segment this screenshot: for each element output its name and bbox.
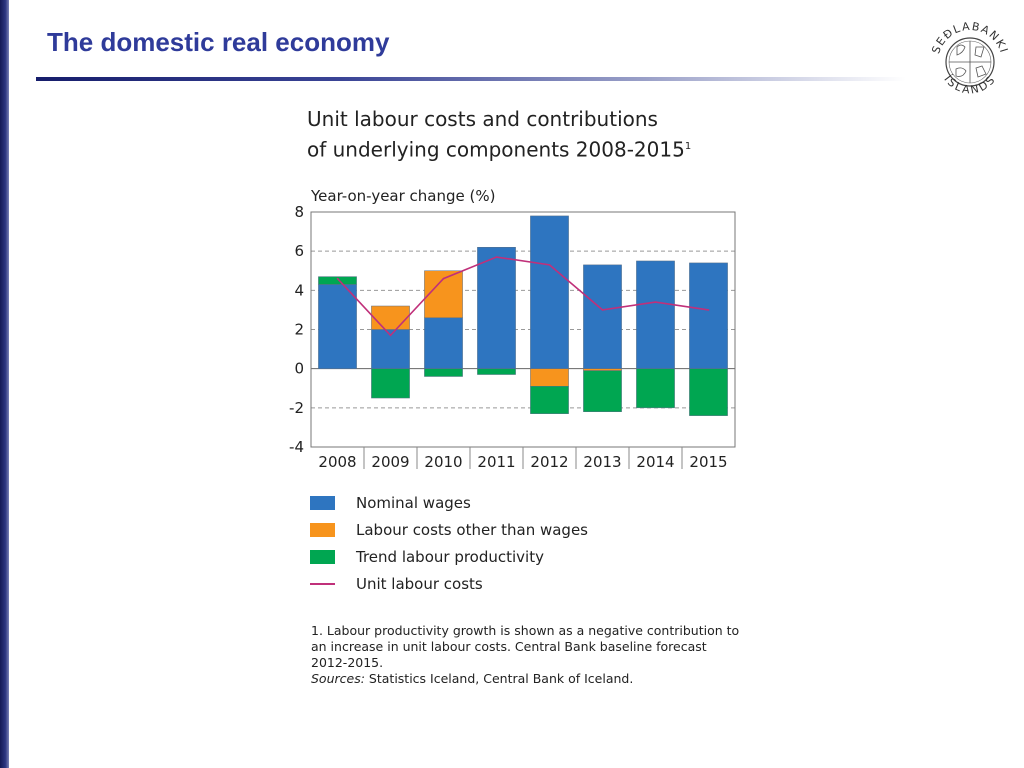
legend-item: Unit labour costs bbox=[310, 570, 588, 597]
plot-frame bbox=[310, 211, 736, 448]
chart-title-line2: of underlying components 2008-20151 bbox=[307, 133, 691, 164]
line-point bbox=[548, 264, 551, 266]
x-tick-label: 2012 bbox=[530, 453, 568, 471]
bar-trend-labour-productivity-2010 bbox=[424, 368, 463, 377]
legend-item: Labour costs other than wages bbox=[310, 516, 588, 543]
legend-label: Unit labour costs bbox=[356, 574, 483, 593]
bar-nominal-wages-2009 bbox=[371, 329, 410, 369]
bar-labour-costs-other-than-wages-2012 bbox=[530, 368, 569, 387]
bar-nominal-wages-2008 bbox=[318, 284, 357, 369]
bar-nominal-wages-2013 bbox=[583, 264, 622, 369]
unit-labour-costs-line bbox=[336, 256, 710, 337]
legend-swatch bbox=[310, 582, 335, 585]
x-tick-label: 2015 bbox=[689, 453, 727, 471]
bar-nominal-wages-2010 bbox=[424, 317, 463, 369]
y-tick-label: -4 bbox=[289, 438, 304, 456]
x-tick-label: 2011 bbox=[477, 453, 515, 471]
line-point bbox=[601, 309, 604, 311]
grid-lines bbox=[311, 250, 735, 409]
bar-trend-labour-productivity-2011 bbox=[477, 368, 516, 375]
legend-item: Nominal wages bbox=[310, 489, 588, 516]
footnote-note: 1. Labour productivity growth is shown a… bbox=[311, 623, 740, 670]
chart-title-line2-text: of underlying components 2008-2015 bbox=[307, 137, 685, 162]
chart-title: Unit labour costs and contributions of u… bbox=[307, 106, 691, 164]
x-tick-label: 2013 bbox=[583, 453, 621, 471]
bar-trend-labour-productivity-2012 bbox=[530, 386, 569, 414]
y-tick-label: 0 bbox=[294, 360, 304, 378]
legend-swatch bbox=[310, 549, 335, 564]
legend-swatch bbox=[310, 522, 335, 537]
line-point bbox=[654, 301, 657, 303]
bar-trend-labour-productivity-2009 bbox=[371, 368, 410, 399]
sources-text: Statistics Iceland, Central Bank of Icel… bbox=[368, 671, 634, 686]
line-unit-labour-costs bbox=[336, 256, 709, 337]
y-tick-label: 2 bbox=[294, 321, 304, 339]
line-point bbox=[389, 334, 392, 337]
y-tick-label: -2 bbox=[289, 399, 304, 417]
y-tick-label: 4 bbox=[294, 281, 304, 299]
footnote-sources: Sources: Statistics Iceland, Central Ban… bbox=[311, 671, 741, 687]
line-point bbox=[495, 256, 498, 258]
slide-title: The domestic real economy bbox=[47, 27, 390, 57]
y-axis-label: Year-on-year change (%) bbox=[310, 187, 495, 205]
x-tick-label: 2014 bbox=[636, 453, 674, 471]
bar-nominal-wages-2011 bbox=[477, 247, 516, 369]
legend-item: Trend labour productivity bbox=[310, 543, 588, 570]
chart-title-line1: Unit labour costs and contributions bbox=[307, 107, 658, 131]
legend: Nominal wages Labour costs other than wag… bbox=[310, 489, 588, 597]
bar-nominal-wages-2015 bbox=[689, 262, 728, 369]
line-point bbox=[707, 309, 710, 311]
title-underline bbox=[36, 77, 906, 81]
bar-trend-labour-productivity-2014 bbox=[636, 368, 675, 409]
y-tick-label: 8 bbox=[294, 203, 304, 221]
y-tick-label: 6 bbox=[294, 242, 304, 260]
footnote: 1. Labour productivity growth is shown a… bbox=[311, 623, 741, 687]
central-bank-seal-logo: SEÐLABANKI ÍSLANDS bbox=[929, 20, 1009, 97]
bar-labour-costs-other-than-wages-2010 bbox=[424, 270, 463, 318]
line-point bbox=[442, 277, 445, 280]
chart-title-superscript: 1 bbox=[684, 141, 692, 152]
x-tick-label: 2008 bbox=[318, 453, 356, 471]
sources-label: Sources: bbox=[311, 671, 365, 686]
legend-label: Trend labour productivity bbox=[356, 547, 544, 566]
x-tick-label: 2010 bbox=[424, 453, 462, 471]
bar-nominal-wages-2014 bbox=[636, 260, 675, 369]
legend-swatch bbox=[310, 495, 335, 510]
bar-trend-labour-productivity-2013 bbox=[583, 370, 622, 412]
line-point bbox=[336, 277, 339, 280]
bar-trend-labour-productivity-2008 bbox=[318, 276, 357, 285]
bar-labour-costs-other-than-wages-2013 bbox=[583, 368, 622, 371]
x-tick-label: 2009 bbox=[371, 453, 409, 471]
bars bbox=[318, 215, 728, 416]
bar-trend-labour-productivity-2015 bbox=[689, 368, 728, 416]
legend-label: Labour costs other than wages bbox=[356, 520, 589, 539]
y-ticks: 8 6 4 2 0 -2 -4 bbox=[289, 203, 304, 456]
x-ticks: 2008 2009 2010 2011 2012 2013 2014 2015 bbox=[318, 447, 728, 471]
bar-labour-costs-other-than-wages-2009 bbox=[371, 305, 410, 330]
left-accent-bar bbox=[0, 0, 9, 768]
legend-label: Nominal wages bbox=[356, 493, 471, 512]
bar-nominal-wages-2012 bbox=[530, 215, 569, 369]
